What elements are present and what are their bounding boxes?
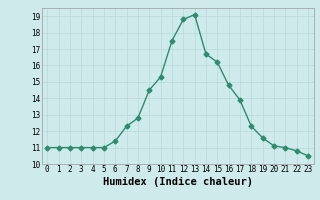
X-axis label: Humidex (Indice chaleur): Humidex (Indice chaleur) xyxy=(103,177,252,187)
